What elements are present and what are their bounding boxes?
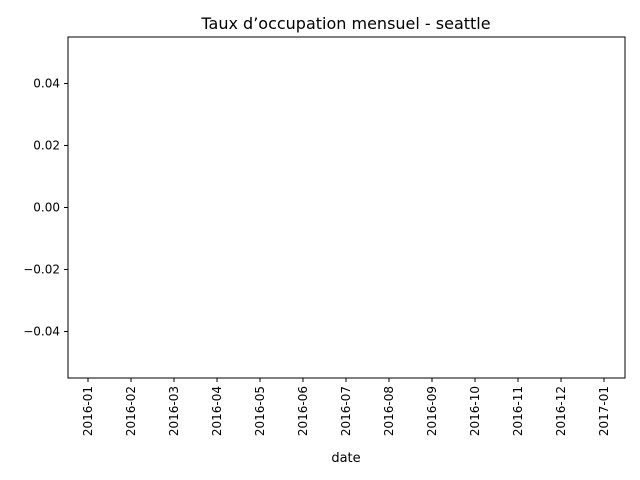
y-axis: 0.04 0.02 0.00 −0.02 −0.04 [23,77,68,339]
x-tick-label: 2016-01 [81,386,95,436]
x-tick-label: 2017-01 [597,386,611,436]
x-tick-label: 2016-10 [468,386,482,436]
x-tick-label: 2016-06 [296,386,310,436]
y-tick-label: −0.04 [23,325,60,339]
x-tick-label: 2016-05 [253,386,267,436]
y-tick-label: 0.02 [33,139,60,153]
y-tick-label: 0.04 [33,77,60,91]
x-tick-label: 2016-08 [382,386,396,436]
chart-title: Taux d’occupation mensuel - seattle [200,14,490,33]
x-tick-label: 2016-07 [339,386,353,436]
x-tick-label: 2016-04 [210,386,224,436]
y-tick-label: −0.02 [23,263,60,277]
x-tick-label: 2016-09 [425,386,439,436]
x-axis-label: date [331,451,360,466]
x-tick-label: 2016-12 [554,386,568,436]
y-tick-label: 0.00 [33,201,60,215]
x-tick-label: 2016-02 [124,386,138,436]
x-axis: 2016-01 2016-02 2016-03 2016-04 2016-05 2016-… [81,378,611,436]
x-tick-label: 2016-11 [511,386,525,436]
x-tick-label: 2016-03 [167,386,181,436]
plot-area-frame [67,36,626,379]
